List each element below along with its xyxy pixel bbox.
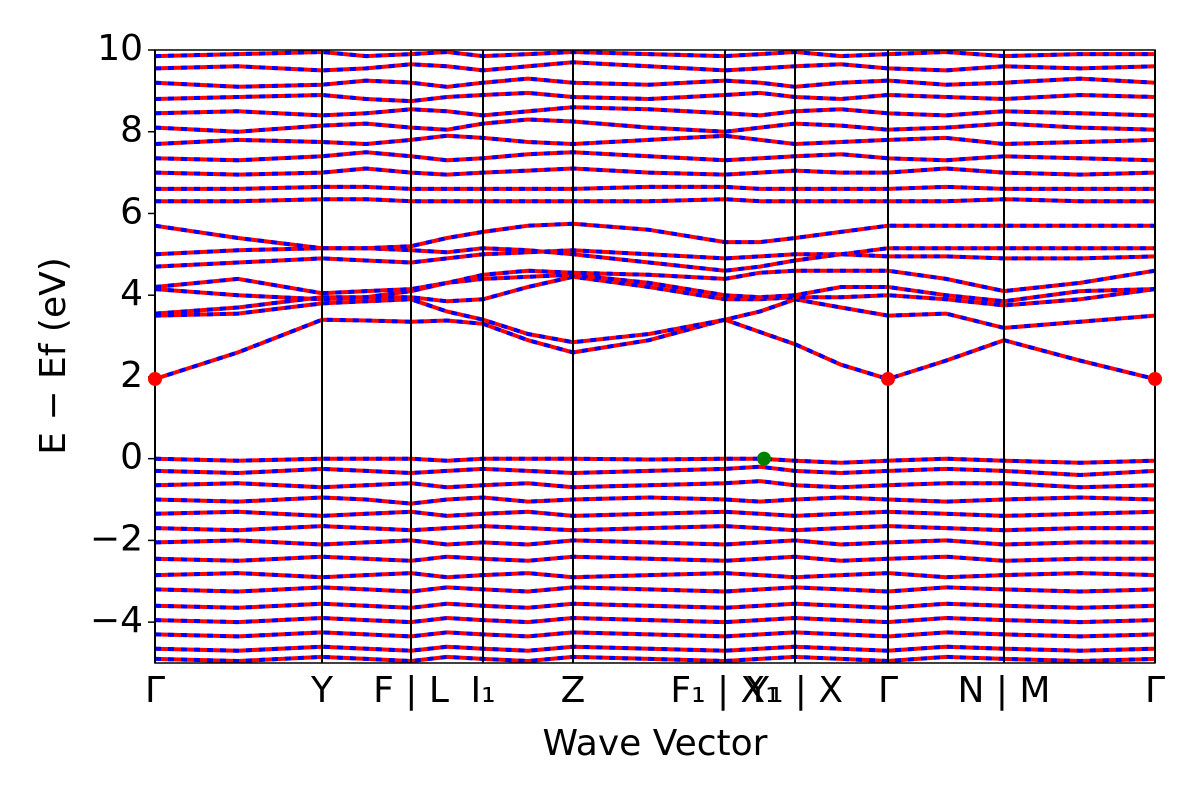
band-overlay — [155, 630, 1155, 639]
x-tick-label: I₁ — [470, 670, 495, 711]
y-tick-label: 0 — [120, 437, 143, 478]
y-tick-label: 10 — [97, 28, 143, 69]
band-overlay — [155, 166, 1155, 177]
extremum-point — [1148, 371, 1162, 386]
extremum-point — [757, 451, 771, 466]
plot-area — [155, 50, 1155, 663]
band-overlay — [155, 317, 1155, 382]
x-tick-label: Y — [310, 670, 334, 711]
x-tick-label: N | M — [957, 670, 1050, 711]
y-tick-label: −4 — [90, 600, 143, 641]
extremum-point — [148, 371, 162, 386]
band-overlay — [155, 615, 1155, 625]
band-overlay — [155, 479, 1155, 490]
y-tick-label: 4 — [120, 273, 143, 314]
band-overlay — [155, 644, 1155, 653]
band-overlay — [155, 585, 1155, 594]
band-overlay — [155, 184, 1155, 191]
x-tick-label: Γ — [1145, 670, 1165, 711]
band-overlay — [155, 495, 1155, 506]
band-overlay — [155, 60, 1155, 73]
band-overlay — [155, 133, 1155, 147]
band-overlay — [155, 456, 1155, 465]
band-overlay — [155, 248, 1155, 269]
band-overlay — [155, 654, 1155, 663]
band-overlay — [155, 571, 1155, 580]
y-tick-label: 8 — [120, 110, 143, 151]
band-overlay — [155, 76, 1155, 89]
band-overlay — [155, 150, 1155, 163]
band-overlay — [155, 268, 1155, 296]
plot-frame — [154, 49, 1156, 664]
band-overlay — [155, 272, 1155, 304]
band-overlay — [155, 117, 1155, 134]
y-axis-label: E − Ef (eV) — [33, 257, 74, 455]
x-tick-label: Γ — [878, 670, 898, 711]
band-overlay — [155, 90, 1155, 104]
band-overlay — [155, 221, 1155, 251]
band-overlay — [155, 509, 1155, 518]
y-tick-label: 6 — [120, 191, 143, 232]
x-tick-label: Y₁ | X — [746, 670, 843, 711]
band-overlay — [155, 105, 1155, 118]
y-tick-label: −2 — [90, 518, 143, 559]
x-tick-label: F₁ | X₁ — [670, 670, 779, 711]
band-overlay — [155, 50, 1155, 59]
band-overlay — [155, 524, 1155, 533]
x-axis-label: Wave Vector — [543, 723, 768, 764]
extremum-point — [881, 371, 895, 386]
band-overlay — [155, 464, 1155, 478]
x-tick-label: Γ — [145, 670, 165, 711]
band-overlay — [155, 197, 1155, 204]
band-overlay — [155, 538, 1155, 547]
y-tick-label: 2 — [120, 355, 143, 396]
x-tick-label: F | L — [373, 670, 449, 711]
band-overlay — [155, 601, 1155, 610]
band-overlay — [155, 297, 1155, 345]
band-overlay — [155, 554, 1155, 563]
x-tick-label: Z — [561, 670, 586, 711]
